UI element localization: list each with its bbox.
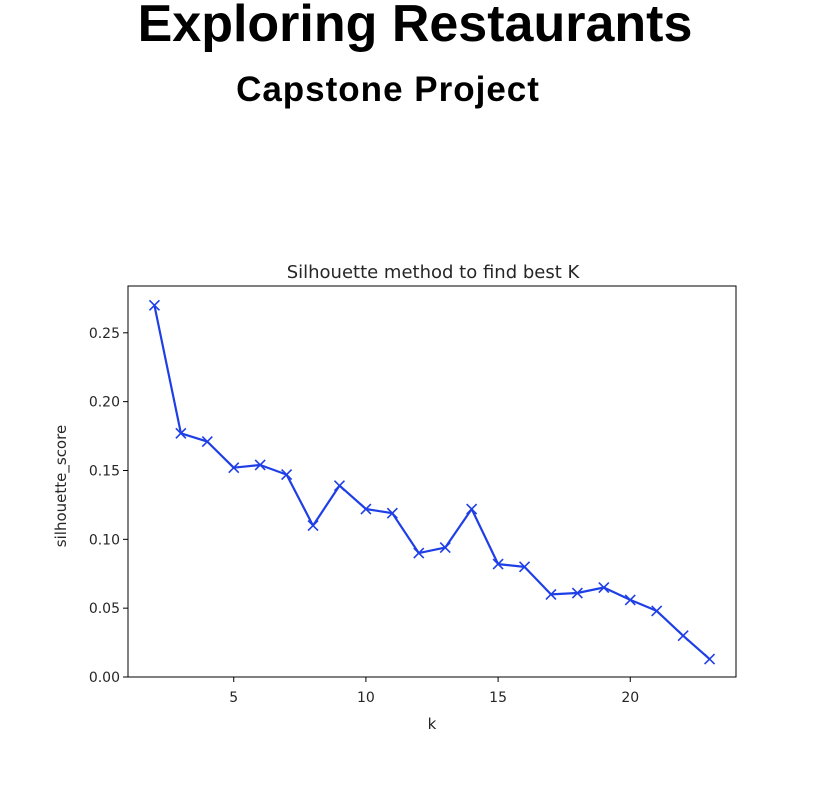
- data-point-marker: [254, 459, 266, 471]
- data-point-marker: [413, 547, 425, 559]
- x-axis-ticks: 5 10 15 20: [229, 677, 639, 706]
- page-title: Exploring Restaurants: [137, 0, 693, 53]
- x-tick-label: 15: [489, 690, 507, 706]
- y-axis-label: silhouette_score: [52, 425, 71, 547]
- data-point-marker: [360, 503, 372, 515]
- chart-title: Silhouette method to find best K: [287, 262, 581, 283]
- y-tick-label: 0.25: [89, 326, 120, 342]
- series-group: [148, 299, 716, 665]
- y-tick-label: 0.05: [89, 601, 120, 617]
- data-point-marker: [518, 561, 531, 573]
- data-point-marker: [571, 587, 583, 599]
- x-axis-label: k: [428, 715, 437, 733]
- y-tick-label: 0.10: [89, 532, 120, 548]
- x-tick-label: 5: [229, 690, 238, 706]
- y-axis-ticks: 0.00 0.05 0.10 0.15 0.20 0.25: [89, 326, 128, 686]
- data-point-marker: [466, 503, 478, 515]
- data-point-marker: [228, 462, 240, 474]
- data-point-marker: [677, 630, 689, 642]
- series-line: [153, 305, 711, 660]
- data-point-marker: [333, 480, 346, 492]
- x-tick-label: 20: [621, 690, 639, 706]
- data-point-marker: [386, 507, 398, 519]
- data-point-marker: [598, 581, 610, 594]
- data-point-marker: [148, 299, 161, 311]
- data-point-marker: [545, 588, 557, 600]
- data-point-marker: [175, 427, 187, 439]
- x-tick-label: 10: [357, 690, 375, 706]
- plot-frame: [127, 285, 737, 678]
- y-tick-label: 0.15: [89, 463, 120, 479]
- data-point-marker: [201, 436, 213, 448]
- data-point-marker: [439, 542, 451, 554]
- page-subtitle: Capstone Project: [236, 70, 540, 109]
- y-tick-label: 0.00: [89, 670, 120, 686]
- data-point-marker: [281, 469, 293, 481]
- data-point-marker: [492, 558, 504, 570]
- y-tick-label: 0.20: [89, 395, 120, 411]
- data-point-marker: [703, 653, 716, 665]
- data-point-marker: [307, 519, 319, 532]
- data-point-marker: [624, 594, 636, 606]
- data-point-marker: [651, 605, 663, 617]
